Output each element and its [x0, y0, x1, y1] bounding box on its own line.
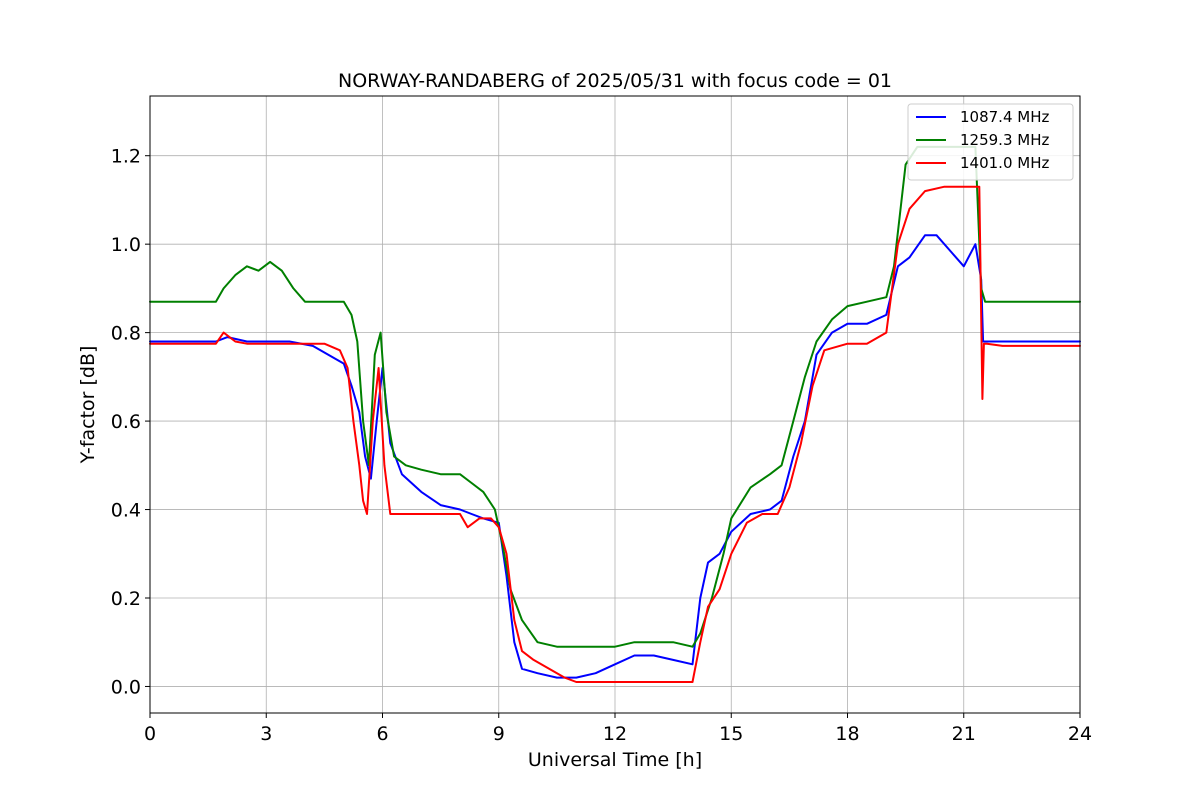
- x-tick-label: 9: [493, 723, 505, 745]
- x-tick-label: 24: [1068, 723, 1092, 745]
- y-tick-label: 1.2: [111, 146, 141, 168]
- x-axis-label: Universal Time [h]: [528, 749, 702, 771]
- legend-label: 1259.3 MHz: [960, 131, 1049, 149]
- y-tick-label: 1.0: [111, 234, 141, 256]
- x-tick-label: 12: [603, 723, 627, 745]
- chart-title: NORWAY-RANDABERG of 2025/05/31 with focu…: [338, 70, 892, 92]
- y-axis-label: Y-factor [dB]: [77, 346, 99, 465]
- series-line-3: [149, 185, 1081, 683]
- legend: 1087.4 MHz 1259.3 MHz 1401.0 MHz: [907, 103, 1074, 181]
- y-tick-label: 0.8: [111, 323, 141, 345]
- ticks: 0 3 6 9 12 15 18 21 24 0.0 0.2 0.4 0.6 0.8 1.0 1.2: [111, 146, 1092, 745]
- x-tick-label: 0: [144, 723, 156, 745]
- y-tick-label: 0.4: [111, 500, 141, 522]
- x-tick-label: 21: [952, 723, 976, 745]
- x-tick-label: 6: [376, 723, 388, 745]
- x-tick-label: 18: [835, 723, 859, 745]
- legend-label: 1401.0 MHz: [960, 154, 1049, 172]
- x-tick-label: 15: [719, 723, 743, 745]
- y-tick-label: 0.6: [111, 411, 141, 433]
- x-tick-label: 3: [260, 723, 272, 745]
- legend-label: 1087.4 MHz: [960, 108, 1049, 126]
- series-line-1: [149, 234, 1081, 679]
- legend-box: [907, 103, 1074, 181]
- y-tick-label: 0.2: [111, 588, 141, 610]
- y-tick-label: 0.0: [111, 676, 141, 698]
